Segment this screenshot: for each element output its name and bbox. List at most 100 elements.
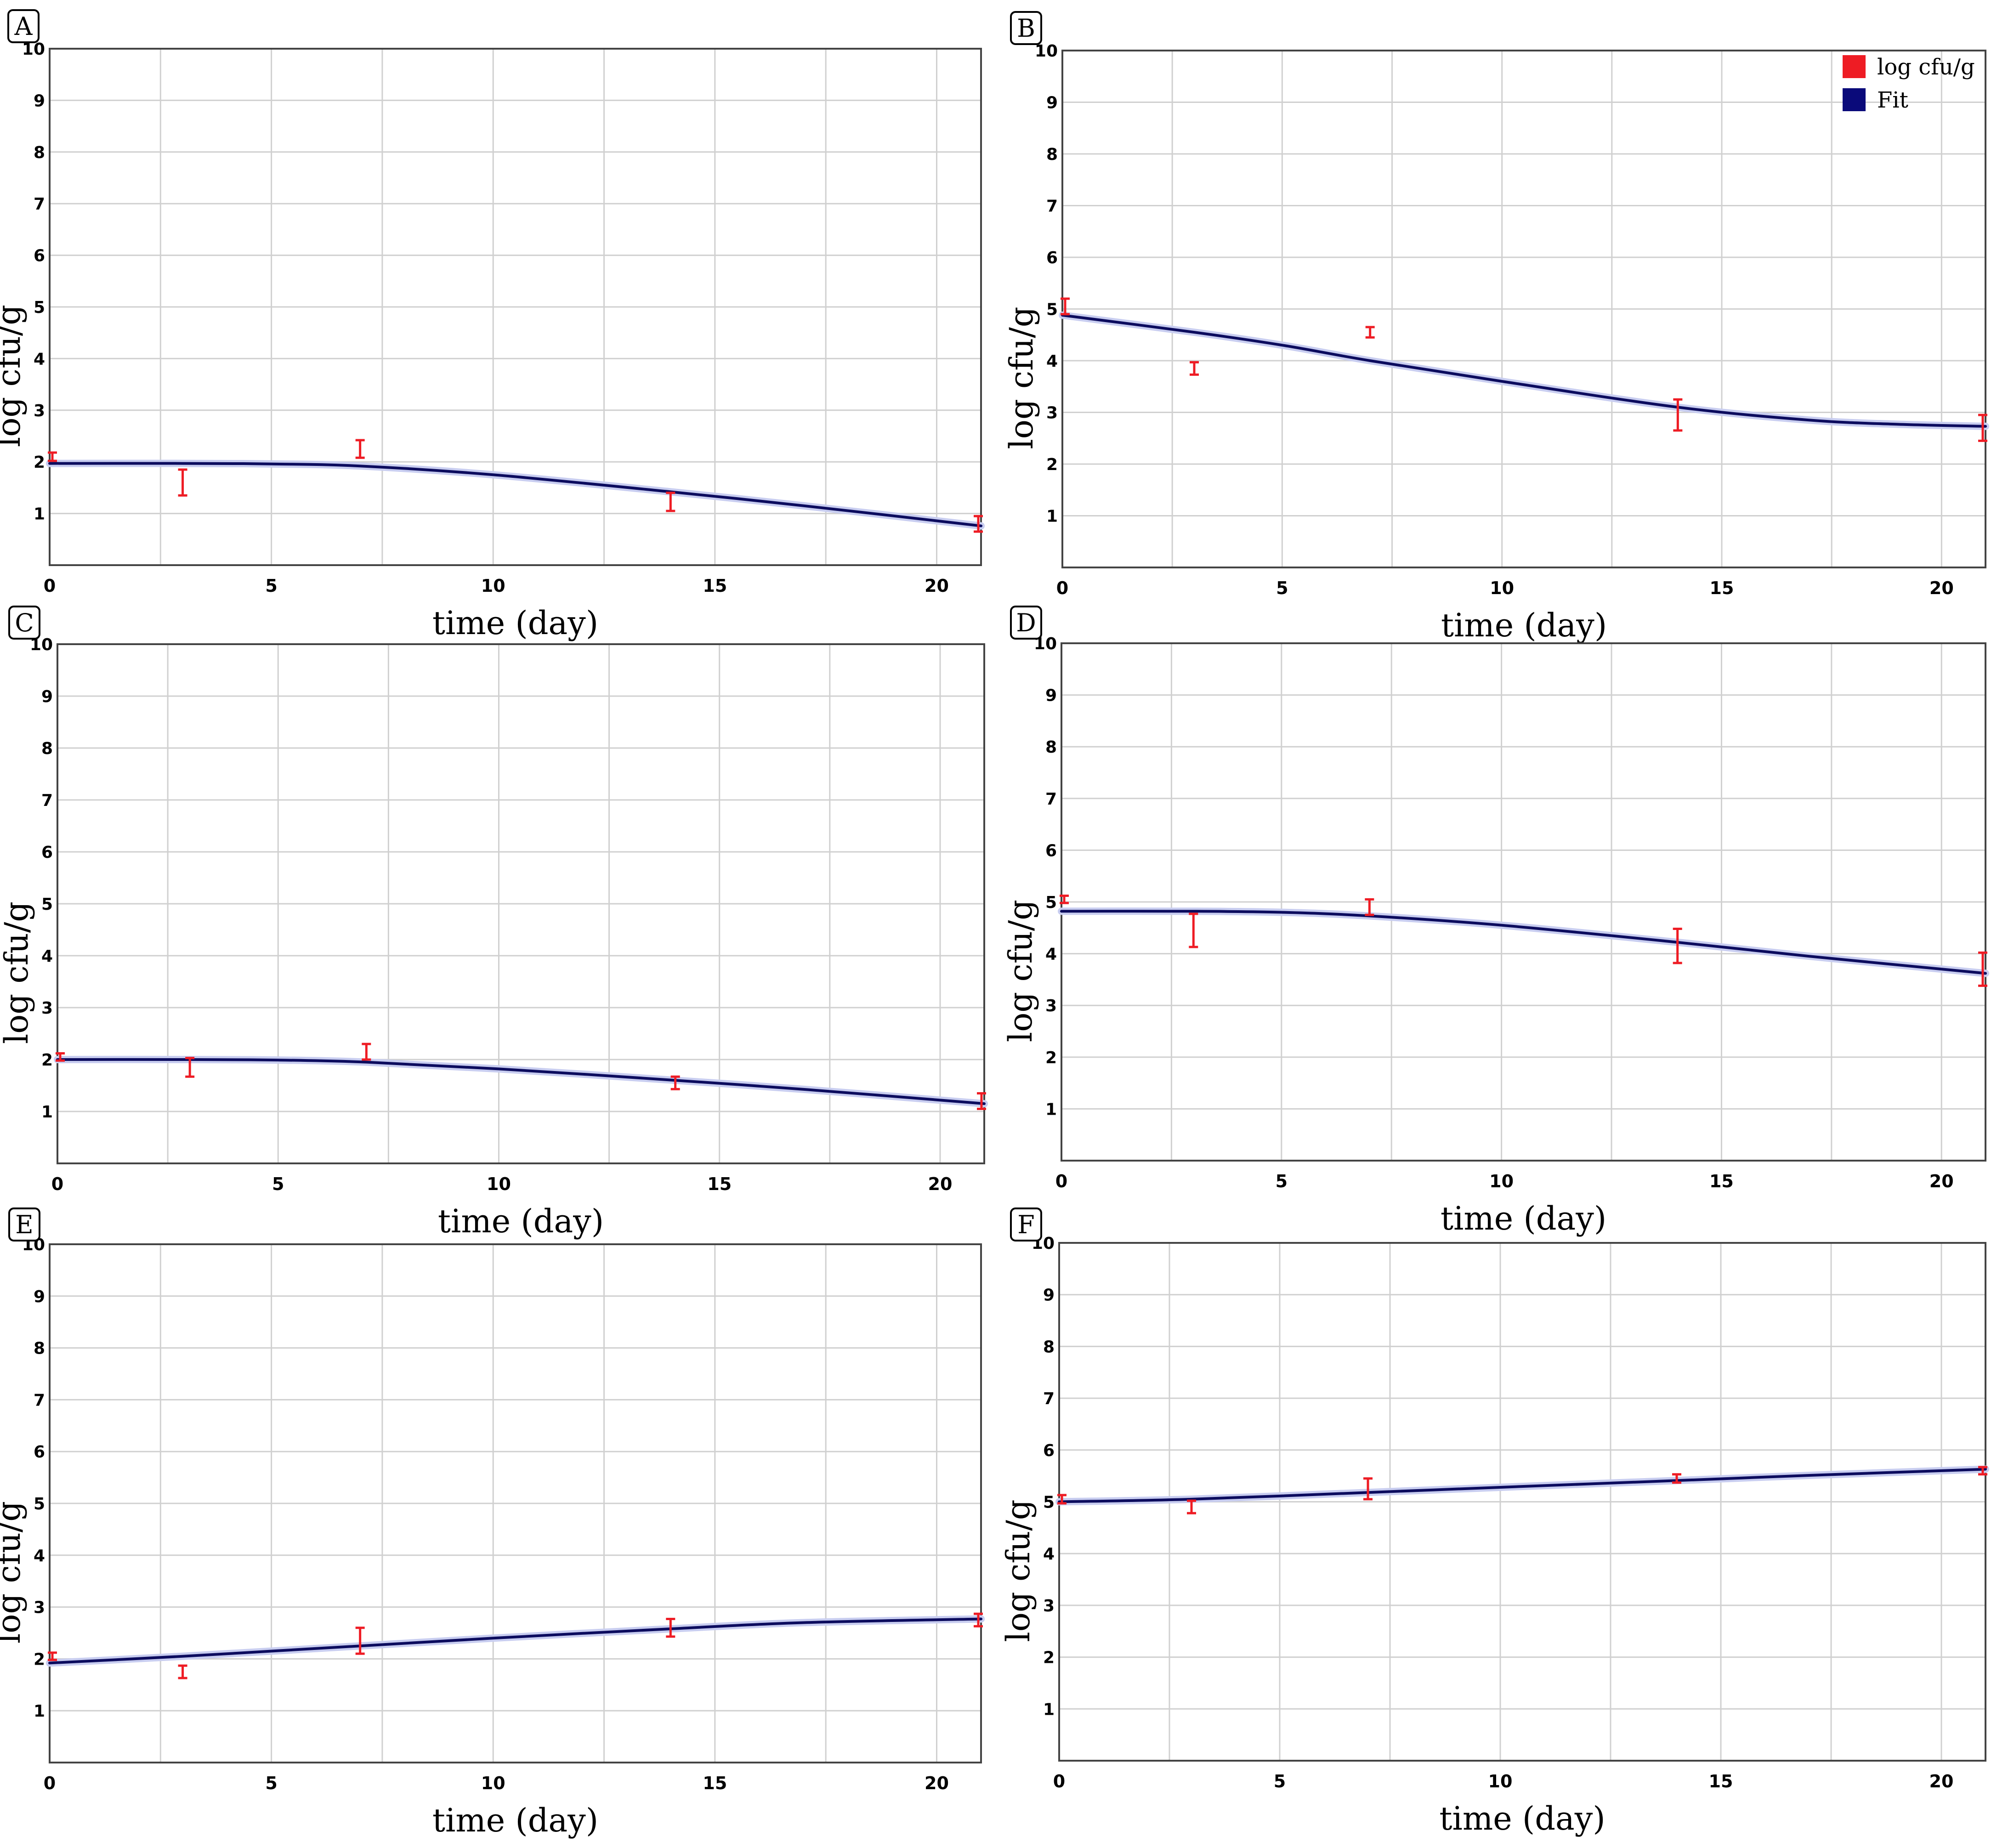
fit-line (1060, 910, 1987, 975)
y-axis-title: log cfu/g (999, 1499, 1037, 1642)
data-point-errorbar (1363, 1477, 1373, 1501)
x-tick-label: 10 (1489, 1171, 1514, 1191)
x-tick-label: 0 (51, 1174, 63, 1194)
x-tick-label: 15 (707, 1174, 732, 1194)
fit-confidence-band (46, 459, 985, 530)
data-point-errorbar (1365, 326, 1375, 339)
panel-letter: D (1016, 608, 1036, 637)
plot-frame (49, 1243, 982, 1763)
y-tick-label: 7 (34, 195, 45, 214)
y-tick-label: 10 (1035, 42, 1058, 61)
data-point-errorbar (362, 1043, 371, 1061)
x-tick-label: 5 (272, 1174, 284, 1194)
y-tick-label: 5 (34, 1495, 45, 1514)
x-tick-label: 10 (1488, 1771, 1513, 1791)
data-point-errorbar (48, 1651, 57, 1661)
panel-letter-box (8, 1207, 40, 1241)
y-tick-label: 9 (34, 1287, 45, 1306)
data-point-errorbar (974, 1612, 983, 1627)
data-point-errorbar (185, 1057, 195, 1078)
data-point-errorbar (666, 492, 675, 512)
y-tick-label: 6 (1045, 841, 1057, 860)
x-axis-title: time (day) (1441, 1200, 1606, 1237)
y-tick-label: 4 (1043, 1545, 1055, 1564)
x-tick-label: 5 (1276, 1171, 1288, 1191)
y-tick-label: 8 (1046, 145, 1058, 164)
data-point-errorbar (178, 1664, 187, 1679)
legend-label: Fit (1877, 87, 1908, 113)
y-tick-label: 2 (1045, 1049, 1057, 1067)
data-point-errorbar (1978, 1466, 1987, 1476)
y-tick-label: 4 (34, 1547, 45, 1565)
plot-frame (49, 48, 982, 566)
y-axis-title: log cfu/g (0, 1501, 28, 1644)
y-tick-label: 2 (1046, 455, 1058, 474)
y-tick-label: 1 (1043, 1700, 1055, 1719)
y-tick-label: 5 (1046, 300, 1058, 319)
y-tick-label: 6 (34, 1443, 45, 1462)
panel-b: 1 2 3 4 5 6 7 8 9 10 0 5 10 15 20 time (day) log cfu/g Bl… (1003, 11, 1989, 644)
data-point-errorbar (670, 1075, 680, 1090)
x-tick-label: 15 (703, 576, 727, 596)
data-point-errorbar (1061, 297, 1070, 316)
x-tick-label: 10 (481, 576, 505, 596)
panel-letter: F (1017, 1210, 1034, 1239)
data-point-errorbar (1365, 898, 1374, 916)
y-tick-label: 9 (41, 687, 53, 706)
y-tick-label: 3 (34, 1599, 45, 1617)
data-point-errorbar (355, 439, 365, 459)
panel-letter-box (7, 9, 40, 43)
x-tick-label: 15 (703, 1773, 727, 1793)
y-tick-label: 2 (41, 1051, 53, 1070)
plot-frame (1061, 50, 1986, 568)
fit-confidence-band (54, 1055, 988, 1108)
fit-line (1058, 1468, 1987, 1503)
y-tick-label: 8 (34, 1339, 45, 1358)
y-tick-label: 8 (41, 739, 53, 758)
data-point-errorbar (1978, 414, 1987, 442)
data-point-errorbar (48, 451, 57, 462)
legend-swatch (1843, 88, 1866, 111)
y-tick-label: 7 (1045, 790, 1057, 809)
data-point-errorbar (1978, 951, 1987, 987)
x-tick-label: 20 (928, 1174, 953, 1194)
x-tick-label: 20 (1929, 1171, 1954, 1191)
y-tick-label: 3 (1043, 1597, 1055, 1616)
y-tick-label: 1 (1046, 507, 1058, 526)
panel-letter: C (15, 608, 34, 637)
y-tick-label: 2 (34, 1650, 45, 1669)
y-tick-label: 5 (1043, 1493, 1055, 1512)
x-tick-label: 20 (925, 576, 949, 596)
y-tick-label: 6 (34, 247, 45, 266)
fit-line (56, 1058, 986, 1105)
fit-confidence-band (1058, 907, 1989, 977)
data-point-errorbar (1672, 1473, 1681, 1484)
data-point-errorbar (1190, 361, 1199, 376)
x-axis-title: time (day) (1439, 1800, 1605, 1837)
panel-letter: B (1017, 14, 1035, 43)
y-tick-label: 8 (34, 143, 45, 162)
x-tick-label: 15 (1709, 1171, 1734, 1191)
data-point-errorbar (666, 1618, 675, 1638)
y-tick-label: 7 (1043, 1389, 1055, 1408)
x-tick-label: 20 (925, 1773, 949, 1793)
data-point-errorbar (56, 1052, 65, 1062)
legend-swatch (1843, 55, 1866, 78)
data-point-errorbar (1673, 398, 1683, 432)
data-point-errorbar (355, 1627, 365, 1655)
y-tick-label: 3 (1045, 997, 1057, 1015)
x-tick-label: 10 (1490, 578, 1514, 598)
x-tick-label: 0 (1055, 1171, 1067, 1191)
data-point-errorbar (1189, 913, 1198, 948)
y-tick-label: 3 (34, 402, 45, 420)
data-point-errorbar (178, 468, 187, 497)
x-tick-label: 20 (1929, 1771, 1954, 1791)
data-point-errorbar (1673, 928, 1682, 964)
y-tick-label: 1 (1045, 1100, 1057, 1119)
x-axis-title: time (day) (432, 604, 598, 642)
